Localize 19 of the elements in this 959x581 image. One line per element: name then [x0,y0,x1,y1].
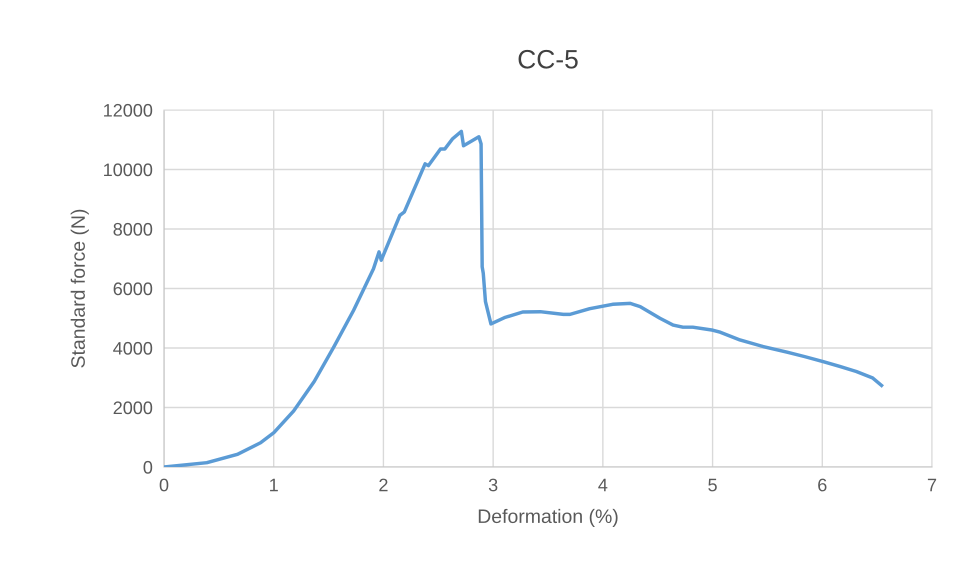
y-axis-title: Standard force (N) [70,210,89,368]
x-tick-label: 3 [488,478,498,492]
x-tick-label: 2 [379,478,388,492]
y-tick-label: 2000 [114,401,152,414]
y-tick-label: 8000 [114,222,152,236]
y-tick-label: 4000 [113,342,152,355]
y-tick-label: 12000 [104,104,152,117]
y-tick-label: 0 [144,460,152,474]
y-tick-label: 10000 [104,163,152,176]
x-tick-label: 4 [598,478,608,492]
line-series [164,130,884,467]
x-tick-label: 5 [708,478,717,492]
y-tick-label: 6000 [114,282,152,296]
chart-title: CC-5 [518,50,578,69]
x-tick-label: 6 [818,478,827,492]
x-axis-title: Deformation (%) [478,508,618,527]
x-tick-label: 7 [928,478,936,492]
x-tick-label: 1 [270,478,278,492]
x-tick-label: 0 [160,478,168,492]
